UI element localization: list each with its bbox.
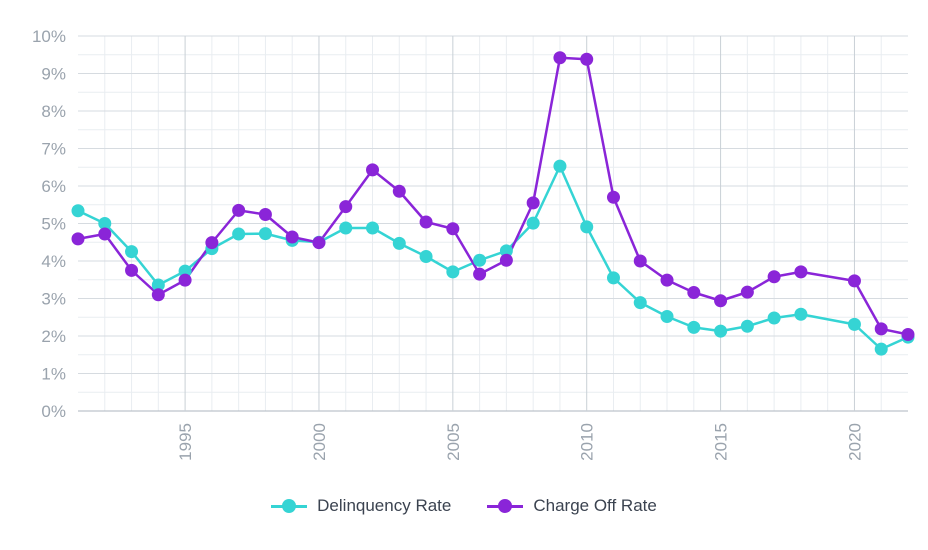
data-point-charge-off-rate (125, 263, 139, 277)
data-point-charge-off-rate (847, 274, 861, 288)
x-tick-label: 2015 (712, 423, 731, 461)
legend-item-delinquency[interactable]: Delinquency Rate (271, 496, 451, 516)
data-point-charge-off-rate (151, 288, 165, 302)
data-point-charge-off-rate (473, 267, 487, 281)
y-tick-label: 2% (41, 327, 66, 346)
legend-swatch-delinquency (271, 498, 308, 514)
data-point-charge-off-rate (580, 52, 594, 66)
data-point-delinquency-rate (847, 317, 861, 331)
legend: Delinquency Rate Charge Off Rate (0, 496, 928, 516)
line-chart: 0% 1% 2% 3% 4% 5% 6% 7% 8% 9% 10% 1995 2000 2005 2010… (32, 27, 915, 461)
data-point-delinquency-rate (580, 220, 594, 234)
data-point-charge-off-rate (98, 227, 112, 241)
y-tick-label: 0% (41, 402, 66, 421)
y-tick-label: 6% (41, 177, 66, 196)
data-point-charge-off-rate (901, 328, 915, 341)
data-point-charge-off-rate (714, 294, 728, 308)
x-tick-label: 2005 (444, 423, 463, 461)
data-point-delinquency-rate (874, 342, 888, 356)
x-tick-label: 1995 (176, 423, 195, 461)
series-lines (77, 56, 909, 351)
data-point-delinquency-rate (794, 307, 808, 321)
data-point-charge-off-rate (687, 286, 701, 299)
data-point-charge-off-rate (205, 236, 219, 250)
data-point-delinquency-rate (366, 221, 380, 235)
legend-swatch-charge-off (487, 498, 524, 514)
data-point-delinquency-rate (526, 216, 540, 230)
data-point-charge-off-rate (178, 273, 192, 287)
data-point-delinquency-rate (98, 217, 112, 230)
data-point-delinquency-rate (714, 324, 728, 338)
data-point-charge-off-rate (633, 254, 647, 268)
data-point-charge-off-rate (767, 270, 781, 284)
data-point-charge-off-rate (874, 322, 888, 336)
data-point-delinquency-rate (232, 227, 246, 241)
x-tick-label: 2000 (310, 423, 329, 461)
data-point-charge-off-rate (660, 273, 674, 287)
data-point-charge-off-rate (258, 208, 272, 221)
series-line-charge-off-rate (77, 56, 909, 336)
data-point-delinquency-rate (740, 319, 754, 333)
data-point-charge-off-rate (526, 196, 540, 210)
data-point-charge-off-rate (446, 222, 460, 236)
y-tick-label: 10% (32, 27, 66, 46)
data-point-delinquency-rate (446, 265, 460, 279)
data-point-delinquency-rate (660, 310, 674, 323)
data-point-delinquency-rate (339, 221, 353, 235)
legend-label-delinquency: Delinquency Rate (317, 496, 452, 515)
y-tick-label: 9% (41, 65, 66, 84)
legend-label-charge-off: Charge Off Rate (533, 496, 657, 515)
data-point-delinquency-rate (553, 159, 567, 173)
y-tick-label: 4% (41, 252, 66, 271)
y-tick-label: 1% (41, 365, 66, 384)
data-point-charge-off-rate (312, 236, 326, 250)
data-point-delinquency-rate (392, 236, 406, 250)
y-tick-label: 8% (41, 102, 66, 121)
data-point-delinquency-rate (419, 250, 433, 263)
data-point-delinquency-rate (258, 227, 272, 241)
data-point-delinquency-rate (151, 278, 165, 292)
x-tick-label: 2020 (845, 423, 864, 461)
data-point-delinquency-rate (125, 245, 139, 259)
data-point-delinquency-rate (767, 311, 781, 325)
data-point-charge-off-rate (71, 232, 85, 246)
data-point-delinquency-rate (687, 320, 701, 334)
x-tick-label: 2010 (578, 423, 597, 461)
data-point-charge-off-rate (499, 253, 513, 267)
y-tick-label: 7% (41, 140, 66, 159)
data-point-charge-off-rate (794, 265, 808, 279)
data-point-delinquency-rate (499, 244, 513, 258)
data-point-delinquency-rate (606, 271, 620, 285)
data-point-charge-off-rate (285, 230, 299, 244)
series-points (71, 51, 915, 356)
y-axis-ticks: 0% 1% 2% 3% 4% 5% 6% 7% 8% 9% 10% (32, 27, 66, 421)
data-point-charge-off-rate (392, 184, 406, 198)
data-point-delinquency-rate (178, 264, 192, 278)
data-point-charge-off-rate (553, 51, 567, 65)
data-point-charge-off-rate (419, 215, 433, 229)
data-point-delinquency-rate (473, 253, 487, 267)
data-point-charge-off-rate (366, 163, 380, 177)
legend-item-charge-off[interactable]: Charge Off Rate (487, 496, 657, 516)
major-gridlines (78, 35, 908, 412)
data-point-delinquency-rate (633, 296, 647, 310)
x-axis-ticks: 1995 2000 2005 2010 2015 2020 (176, 423, 864, 461)
y-tick-label: 5% (41, 215, 66, 234)
data-point-charge-off-rate (232, 203, 246, 217)
data-point-charge-off-rate (740, 285, 754, 299)
data-point-charge-off-rate (339, 200, 353, 214)
data-point-charge-off-rate (606, 190, 620, 204)
y-tick-label: 3% (41, 290, 66, 309)
data-point-delinquency-rate (71, 204, 85, 218)
